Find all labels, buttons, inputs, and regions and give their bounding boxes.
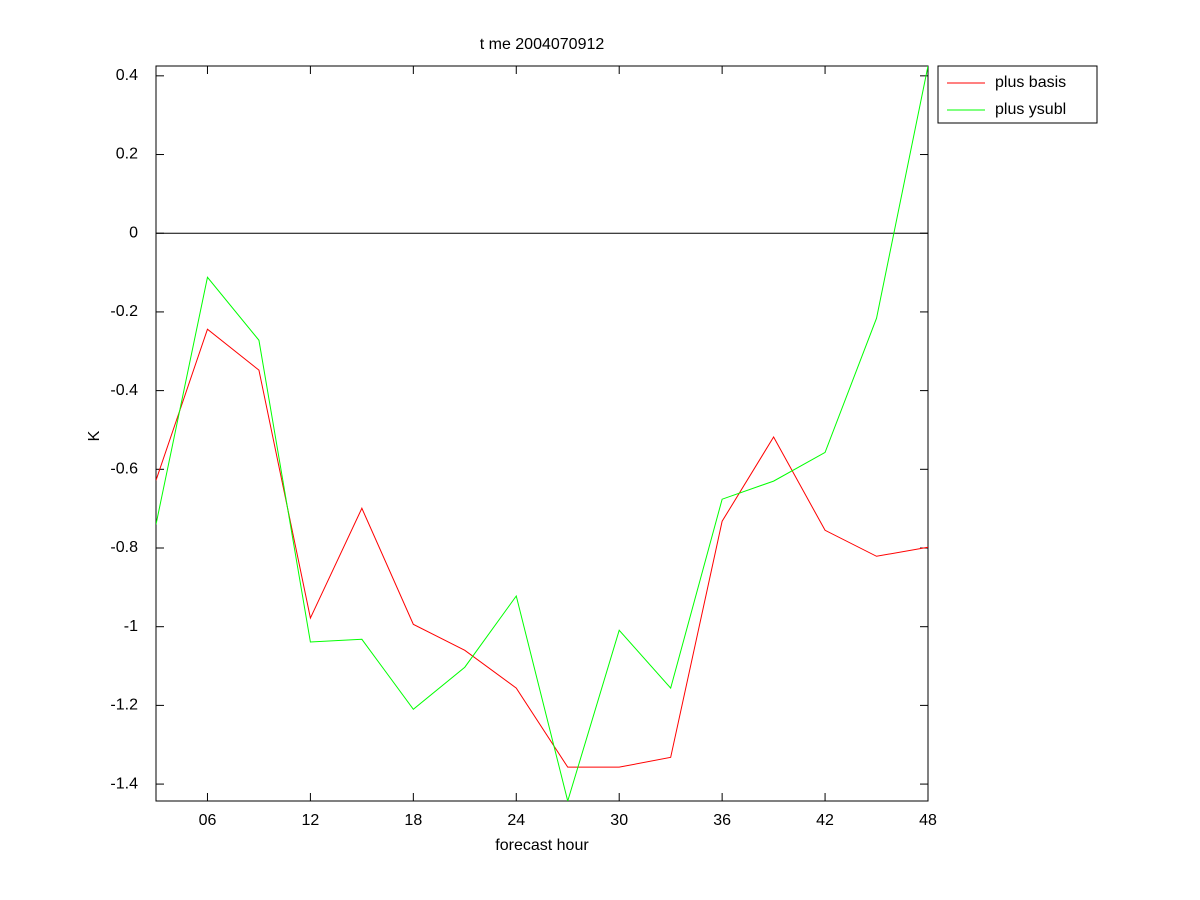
y-tick-label: 0.4: [116, 67, 138, 84]
x-tick-label: 24: [507, 812, 525, 829]
y-tick-label: 0.2: [116, 146, 138, 163]
x-axis-label: forecast hour: [495, 837, 589, 854]
legend-label: plus basis: [995, 74, 1066, 91]
y-tick-label: -0.4: [110, 382, 138, 399]
x-tick-label: 06: [199, 812, 217, 829]
legend-label: plus ysubl: [995, 101, 1066, 118]
plot-frame: [155, 65, 929, 802]
x-tick-label: 18: [404, 812, 422, 829]
series-line: [156, 328, 928, 768]
series-line: [156, 66, 928, 801]
y-tick-label: -0.2: [110, 303, 138, 320]
x-tick-label: 12: [302, 812, 320, 829]
chart-title: t me 2004070912: [480, 36, 605, 53]
y-tick-label: 0: [129, 224, 138, 241]
y-axis-label: K: [86, 430, 103, 441]
x-tick-label: 30: [610, 812, 628, 829]
x-tick-label: 42: [816, 812, 834, 829]
y-tick-label: -0.8: [110, 539, 138, 556]
y-tick-label: -0.6: [110, 461, 138, 478]
y-tick-label: -1.2: [110, 697, 138, 714]
legend-box: [937, 65, 1098, 124]
x-tick-label: 48: [919, 812, 937, 829]
y-tick-label: -1.4: [110, 775, 138, 792]
x-tick-label: 36: [713, 812, 731, 829]
y-tick-label: -1: [124, 618, 138, 635]
